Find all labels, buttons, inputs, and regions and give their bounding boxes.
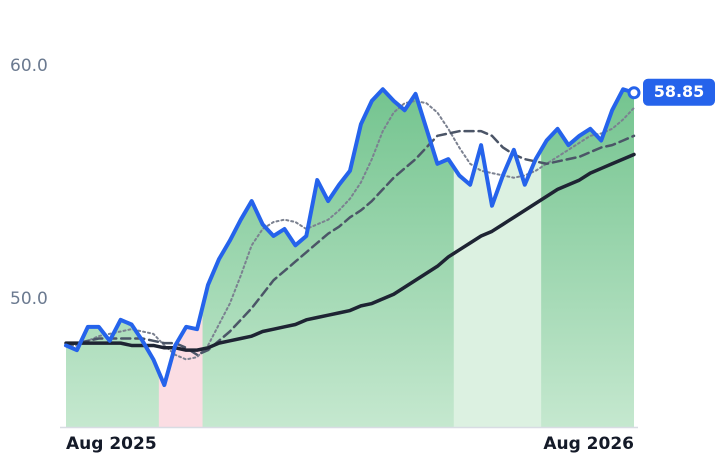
moving-average-line — [64, 152, 636, 352]
y-tick-label: 60.0 — [10, 56, 48, 76]
last-value-label: 58.85 — [654, 82, 705, 101]
moving-average-line — [64, 129, 636, 357]
highlight-band — [158, 89, 203, 427]
x-tick-label: Aug 2025 — [66, 434, 157, 454]
last-point-marker — [627, 86, 641, 100]
x-tick-label: Aug 2026 — [543, 434, 634, 454]
price-line — [64, 87, 636, 388]
moving-average-line — [65, 99, 635, 361]
last-value-badge — [643, 78, 715, 106]
y-tick-label: 50.0 — [10, 289, 48, 309]
